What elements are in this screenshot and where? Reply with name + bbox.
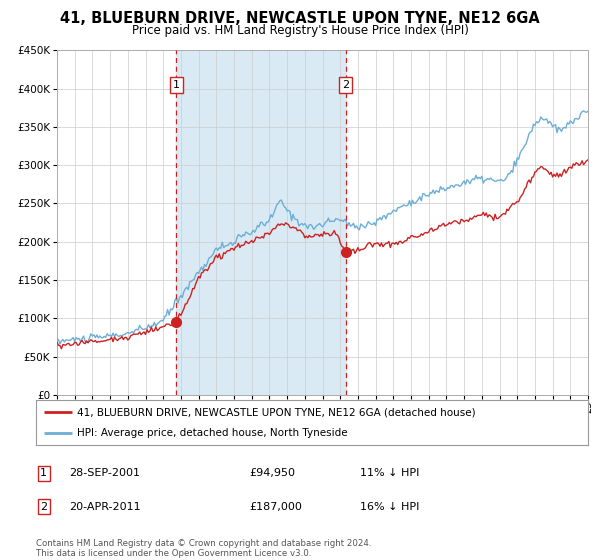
- Text: 2: 2: [342, 80, 349, 90]
- Text: 41, BLUEBURN DRIVE, NEWCASTLE UPON TYNE, NE12 6GA: 41, BLUEBURN DRIVE, NEWCASTLE UPON TYNE,…: [60, 11, 540, 26]
- Text: Price paid vs. HM Land Registry's House Price Index (HPI): Price paid vs. HM Land Registry's House …: [131, 24, 469, 36]
- Text: £187,000: £187,000: [249, 502, 302, 512]
- Text: 28-SEP-2001: 28-SEP-2001: [69, 468, 140, 478]
- Text: Contains HM Land Registry data © Crown copyright and database right 2024.: Contains HM Land Registry data © Crown c…: [36, 539, 371, 548]
- Text: 41, BLUEBURN DRIVE, NEWCASTLE UPON TYNE, NE12 6GA (detached house): 41, BLUEBURN DRIVE, NEWCASTLE UPON TYNE,…: [77, 408, 476, 418]
- Text: 1: 1: [173, 80, 180, 90]
- Text: 20-APR-2011: 20-APR-2011: [69, 502, 140, 512]
- Text: £94,950: £94,950: [249, 468, 295, 478]
- Text: 2: 2: [40, 502, 47, 512]
- Text: This data is licensed under the Open Government Licence v3.0.: This data is licensed under the Open Gov…: [36, 549, 311, 558]
- Text: 11% ↓ HPI: 11% ↓ HPI: [360, 468, 419, 478]
- Text: 16% ↓ HPI: 16% ↓ HPI: [360, 502, 419, 512]
- Text: 1: 1: [40, 468, 47, 478]
- Bar: [176, 50, 346, 395]
- Text: HPI: Average price, detached house, North Tyneside: HPI: Average price, detached house, Nort…: [77, 428, 348, 438]
